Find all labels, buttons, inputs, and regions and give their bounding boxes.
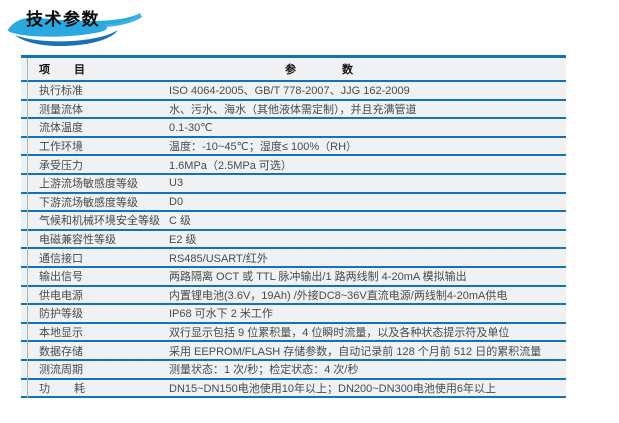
param-name-cell: 上游流场敏感度等级 [39, 178, 138, 191]
param-value-cell: IP68 可水下 2 米工作 [169, 308, 273, 321]
page-title: 技术参数 [26, 10, 100, 29]
param-value-cell: 采用 EEPROM/FLASH 存储参数，自动记录前 128 个月前 512 日… [169, 345, 542, 358]
param-value-cell: ISO 4064-2005、GB/T 778-2007、JJG 162-2009 [169, 85, 410, 98]
table-row: 气候和机械环境安全等级 C 级 [21, 212, 566, 231]
param-value-cell: U3 [169, 177, 184, 190]
param-name-cell: 供电电源 [39, 289, 83, 302]
spec-table: 项目 参数 执行标准 ISO 4064-2005、GB/T 778-2007、J… [21, 55, 566, 399]
table-left-border [27, 58, 28, 399]
table-row: 上游流场敏感度等级 U3 [21, 174, 566, 194]
table-row: 流体温度 0.1-30℃ [21, 119, 566, 138]
param-value-cell: D0 [169, 195, 184, 208]
table-row: 工作环境 温度：-10~45℃；湿度≤ 100%（RH） [21, 137, 566, 157]
param-name-cell: 功耗 [39, 382, 109, 395]
title-banner: 技术参数 [4, 1, 154, 47]
param-name-cell: 执行标准 [39, 85, 83, 98]
param-value-cell: 水、污水、海水（其他液体需定制），并且充满管道 [169, 103, 417, 116]
param-name-cell: 气候和机械环境安全等级 [39, 215, 160, 228]
param-name-cell: 工作环境 [39, 141, 83, 154]
param-value-cell: C 级 [169, 215, 191, 228]
param-name-cell: 通信接口 [39, 252, 83, 265]
param-name-cell: 测量流体 [39, 103, 83, 116]
param-value-cell: DN15~DN150电池使用10年以上；DN200~DN300电池使用6年以上 [169, 382, 497, 395]
param-value-cell: RS485/USART/红外 [169, 252, 268, 265]
table-row: 功耗 DN15~DN150电池使用10年以上；DN200~DN300电池使用6年… [21, 379, 566, 399]
table-row: 测流周期 测量状态：1 次/秒；检定状态：4 次/秒 [21, 360, 566, 380]
table-row: 供电电源 内置锂电池(3.6V，19Ah) /外接DC8~36V直流电源/两线制… [21, 286, 566, 306]
param-name-cell: 流体温度 [39, 122, 83, 135]
param-name-cell: 电磁兼容性等级 [39, 234, 116, 247]
param-value-cell: 双行显示包括 9 位累积量，4 位瞬时流量，以及各种状态提示符及单位 [169, 327, 510, 340]
param-name-cell: 承受压力 [39, 159, 83, 172]
param-name-cell: 测流周期 [39, 364, 83, 377]
param-value-cell: 测量状态：1 次/秒；检定状态：4 次/秒 [169, 364, 359, 377]
table-row: 电磁兼容性等级 E2 级 [21, 230, 566, 250]
param-value-cell: 两路隔离 OCT 或 TTL 脉冲输出/1 路两线制 4-20mA 模拟输出 [169, 271, 467, 284]
table-row: 防护等级 IP68 可水下 2 米工作 [21, 305, 566, 324]
param-value-cell: 内置锂电池(3.6V，19Ah) /外接DC8~36V直流电源/两线制4-20m… [169, 289, 508, 302]
table-body: 执行标准 ISO 4064-2005、GB/T 778-2007、JJG 162… [21, 82, 566, 399]
param-name-cell: 防护等级 [39, 308, 83, 321]
param-value-cell: 1.6MPa（2.5MPa 可选） [169, 159, 292, 172]
header-item-cell: 项目 [39, 64, 109, 76]
table-row: 下游流场敏感度等级 D0 [21, 193, 566, 213]
header-param-cell: 参数 [285, 64, 399, 76]
wave-decoration-icon [8, 13, 142, 46]
param-name-cell: 本地显示 [39, 327, 83, 340]
table-row: 本地显示 双行显示包括 9 位累积量，4 位瞬时流量，以及各种状态提示符及单位 [21, 323, 566, 343]
param-name-cell: 下游流场敏感度等级 [39, 196, 138, 209]
param-name-cell: 数据存储 [39, 345, 83, 358]
param-name-cell: 输出信号 [39, 271, 83, 284]
table-row: 测量流体 水、污水、海水（其他液体需定制），并且充满管道 [21, 100, 566, 120]
param-value-cell: E2 级 [169, 234, 197, 247]
table-row: 承受压力 1.6MPa（2.5MPa 可选） [21, 156, 566, 175]
param-value-cell: 温度：-10~45℃；湿度≤ 100%（RH） [169, 141, 358, 154]
table-header-row: 项目 参数 [21, 58, 566, 82]
table-row: 数据存储 采用 EEPROM/FLASH 存储参数，自动记录前 128 个月前 … [21, 342, 566, 361]
table-row: 输出信号 两路隔离 OCT 或 TTL 脉冲输出/1 路两线制 4-20mA 模… [21, 267, 566, 287]
table-row: 通信接口 RS485/USART/红外 [21, 249, 566, 268]
table-row: 执行标准 ISO 4064-2005、GB/T 778-2007、JJG 162… [21, 82, 566, 101]
param-value-cell: 0.1-30℃ [169, 121, 213, 134]
